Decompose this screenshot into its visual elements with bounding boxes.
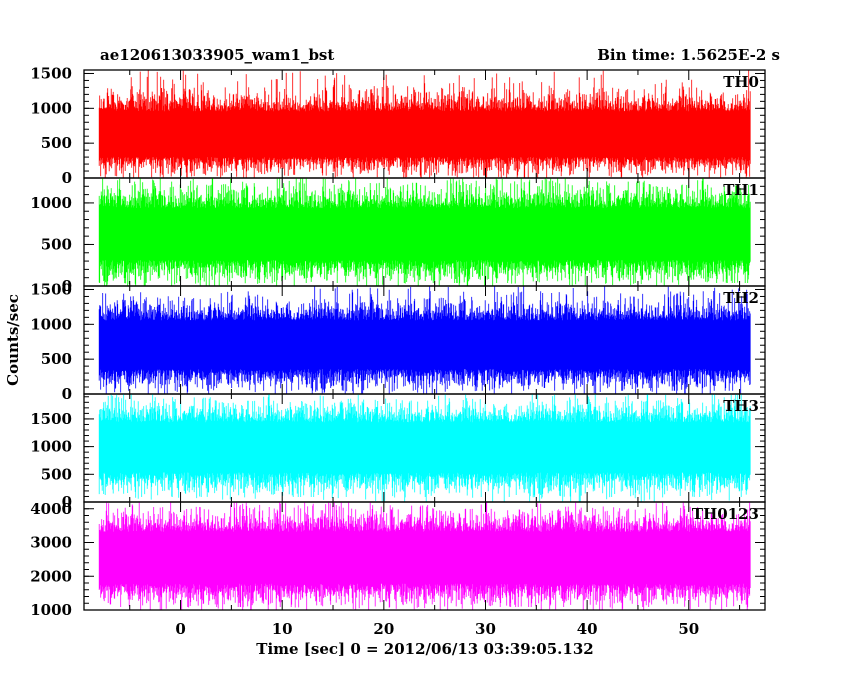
y-tick-label-th2: 500	[41, 350, 72, 368]
y-tick-label-th3: 1500	[30, 410, 72, 428]
y-tick-label-th0: 0	[62, 169, 72, 187]
panel-th1: 0 500 1000 TH1	[30, 177, 766, 295]
panel-th2: 0 500 1000 1500 TH2	[30, 280, 766, 403]
y-tick-label-th0123: 4000	[30, 500, 72, 518]
panel-label-th0123: TH0123	[692, 505, 759, 523]
y-axis-label: Counts/sec	[4, 294, 22, 386]
y-tick-label-th0123: 3000	[30, 534, 72, 552]
y-tick-label-th0: 1500	[30, 64, 72, 82]
panel-th0123: 1000 2000 3000 4000 TH0123	[30, 500, 766, 619]
y-tick-label-th1: 500	[41, 235, 72, 253]
series-line-th0	[98, 70, 751, 178]
panel-label-th0: TH0	[723, 73, 759, 91]
panel-label-th2: TH2	[723, 289, 759, 307]
chart-title-left: ae120613033905_wam1_bst	[100, 46, 334, 64]
y-tick-label-th0123: 2000	[30, 567, 72, 585]
y-tick-label-th2: 0	[62, 385, 72, 403]
x-tick-label: 20	[373, 620, 394, 638]
y-tick-label-th3: 0	[62, 493, 72, 511]
x-tick-label: 30	[475, 620, 496, 638]
y-tick-label-th0: 1000	[30, 99, 72, 117]
x-tick-label: 40	[577, 620, 598, 638]
x-tick-label: 0	[175, 620, 185, 638]
panel-label-th1: TH1	[723, 181, 759, 199]
panel-label-th3: TH3	[723, 397, 759, 415]
x-tick-label: 50	[678, 620, 699, 638]
panel-th3: 0 500 1000 1500 TH3	[30, 393, 766, 511]
chart-title-right: Bin time: 1.5625E-2 s	[597, 46, 780, 64]
series-line-th2	[98, 286, 751, 394]
y-tick-label-th2: 1000	[30, 315, 72, 333]
y-tick-label-th0123: 1000	[30, 601, 72, 619]
y-tick-label-th3: 500	[41, 465, 72, 483]
series-line-th1	[98, 178, 751, 286]
x-axis: 0 10 20 30 40 50	[175, 620, 699, 638]
panel-th0: 0 500 1000 1500 TH0	[30, 64, 766, 187]
y-tick-label-th3: 1000	[30, 438, 72, 456]
panels-group: 0 500 1000 1500 TH0 0 500 1000 TH1 0 500 1000 1500 TH…	[30, 64, 766, 619]
y-tick-label-th0: 500	[41, 134, 72, 152]
x-axis-label: Time [sec] 0 = 2012/06/13 03:39:05.132	[256, 640, 593, 658]
y-tick-label-th1: 0	[62, 277, 72, 295]
y-tick-label-th2: 1500	[30, 280, 72, 298]
y-tick-label-th1: 1000	[30, 194, 72, 212]
x-tick-label: 10	[272, 620, 293, 638]
series-line-th3	[98, 394, 751, 502]
series-line-th0123	[98, 502, 751, 610]
